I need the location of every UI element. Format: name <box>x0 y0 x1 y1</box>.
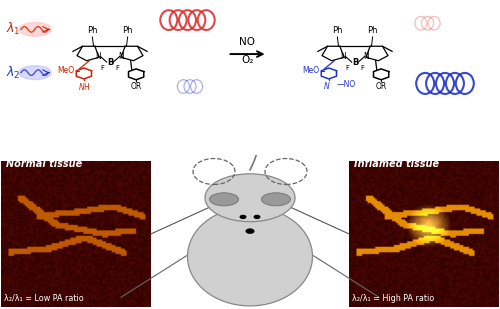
Text: N: N <box>96 52 102 61</box>
Ellipse shape <box>262 193 290 206</box>
Text: F: F <box>116 65 119 71</box>
Text: $\mathit{N}$: $\mathit{N}$ <box>322 80 330 91</box>
Ellipse shape <box>205 174 295 222</box>
Ellipse shape <box>19 23 52 36</box>
Text: OR: OR <box>130 82 142 91</box>
Text: Ph: Ph <box>122 26 133 35</box>
Ellipse shape <box>210 193 238 206</box>
Circle shape <box>240 215 246 219</box>
Text: λ₂/λ₁ = High PA ratio: λ₂/λ₁ = High PA ratio <box>352 294 434 303</box>
Text: O₂: O₂ <box>242 55 254 65</box>
Ellipse shape <box>19 66 52 79</box>
Text: F: F <box>100 65 104 71</box>
Text: $\lambda_2$: $\lambda_2$ <box>6 65 20 81</box>
Text: MeO: MeO <box>57 66 74 75</box>
Text: Ph: Ph <box>368 26 378 35</box>
Text: N: N <box>364 52 370 61</box>
Text: OR: OR <box>376 82 387 91</box>
Text: $\mathit{N}$H: $\mathit{N}$H <box>78 81 90 92</box>
Ellipse shape <box>188 207 312 306</box>
Text: MeO: MeO <box>302 66 319 75</box>
Text: —NO: —NO <box>336 80 355 89</box>
Text: N: N <box>118 52 124 61</box>
Text: Ph: Ph <box>87 26 98 35</box>
Text: N: N <box>340 52 346 61</box>
Text: F: F <box>360 65 364 71</box>
Text: B: B <box>107 58 113 67</box>
Text: Ph: Ph <box>332 26 342 35</box>
Circle shape <box>246 228 254 234</box>
Text: λ₂/λ₁ = Low PA ratio: λ₂/λ₁ = Low PA ratio <box>4 294 83 303</box>
Text: Normal tissue: Normal tissue <box>6 159 82 169</box>
Text: NO: NO <box>240 37 256 47</box>
Text: F: F <box>346 65 350 71</box>
Text: $\lambda_1$: $\lambda_1$ <box>6 21 20 37</box>
Text: Inflamed tissue: Inflamed tissue <box>354 159 439 169</box>
Circle shape <box>254 215 260 219</box>
Text: B: B <box>352 58 358 67</box>
